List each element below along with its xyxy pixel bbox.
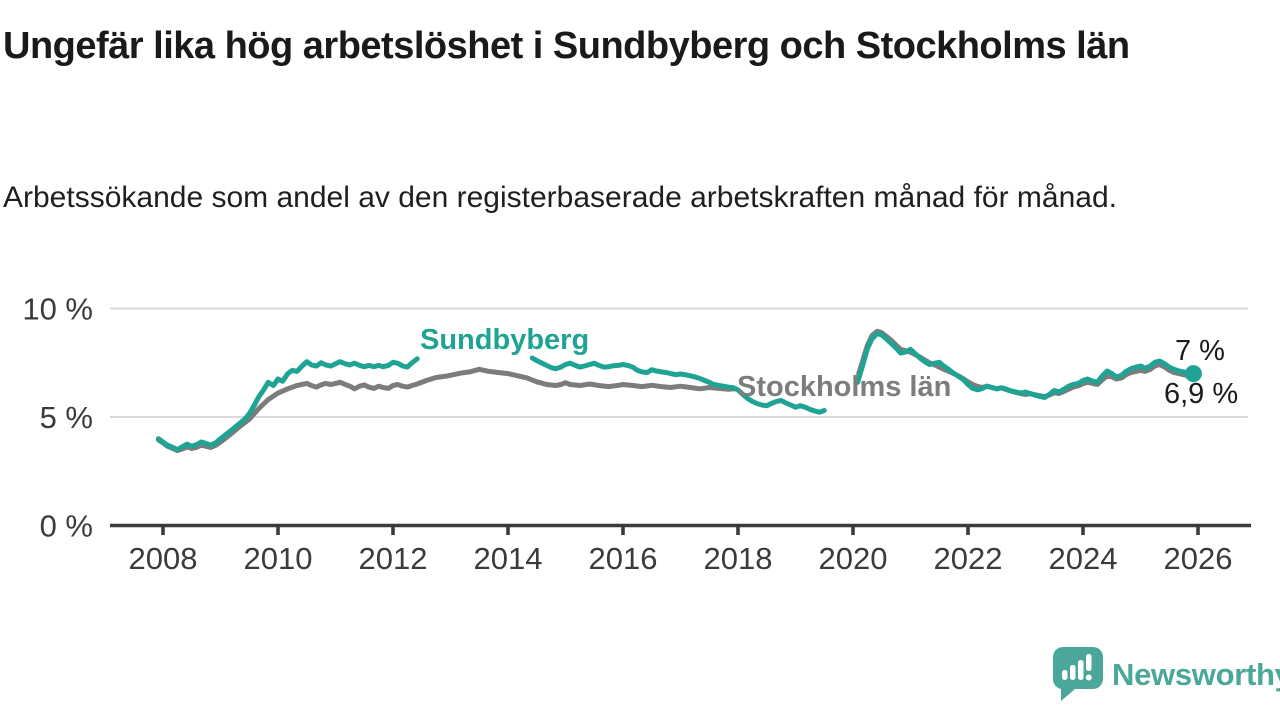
series-line-stockholms-l-n <box>155 366 738 454</box>
x-tick-label: 2014 <box>474 541 543 576</box>
end-value-label-sundbyberg: 7 % <box>1175 335 1225 367</box>
x-tick-label: 2018 <box>704 541 773 576</box>
x-tick-label: 2010 <box>244 541 313 576</box>
x-tick-label: 2008 <box>129 541 198 576</box>
x-tick-label: 2016 <box>589 541 658 576</box>
series-end-dot <box>1184 365 1202 383</box>
y-tick-label: 5 % <box>40 400 93 435</box>
series-line-sundbyberg <box>855 331 1196 400</box>
series-label-sundbyberg: Sundbyberg <box>420 324 590 356</box>
bar-chart-speech-bubble-icon <box>1053 647 1103 701</box>
chart-subtitle: Arbetssökande som andel av den registerb… <box>3 181 1117 214</box>
x-tick-label: 2012 <box>359 541 428 576</box>
x-tick-label: 2026 <box>1164 541 1233 576</box>
x-tick-label: 2022 <box>934 541 1003 576</box>
end-value-label-stockholms-lan: 6,9 % <box>1164 378 1239 410</box>
page-title: Ungefär lika hög arbetslöshet i Sundbybe… <box>3 25 1130 67</box>
series-label-stockholms-lan: Stockholms län <box>737 371 952 403</box>
newsworthy-watermark: Newsworthy <box>1053 647 1280 702</box>
x-tick-label: 2020 <box>819 541 888 576</box>
y-tick-label: 0 % <box>40 509 93 544</box>
series-line-sundbyberg <box>529 355 827 415</box>
series-line-sundbyberg <box>155 356 420 453</box>
x-tick-label: 2024 <box>1049 541 1118 576</box>
newsworthy-logo-text: Newsworthy <box>1112 656 1280 692</box>
y-tick-label: 10 % <box>22 292 93 327</box>
